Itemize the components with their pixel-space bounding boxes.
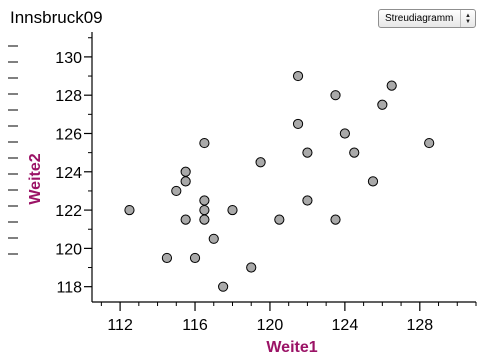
- x-tick-label: 124: [332, 317, 359, 334]
- data-point: [377, 99, 388, 110]
- data-point: [180, 176, 191, 187]
- plot-type-select-value: Streudiagramm: [385, 13, 454, 24]
- data-point: [292, 118, 304, 130]
- data-point: [199, 137, 210, 149]
- data-point: [424, 137, 435, 149]
- y-tick-label: 124: [55, 165, 82, 182]
- x-tick-label: 120: [257, 317, 284, 334]
- x-tick-label: 112: [107, 317, 133, 334]
- data-point: [199, 204, 210, 216]
- y-tick-label: 128: [55, 88, 82, 105]
- left-tick-rail: [8, 45, 18, 255]
- x-axis: 112 116 120 124 128: [92, 301, 477, 334]
- y-tick-label: 118: [56, 280, 82, 297]
- data-point: [208, 233, 219, 244]
- data-point: [227, 204, 238, 216]
- y-tick-label: 126: [55, 126, 82, 143]
- data-point: [180, 214, 191, 225]
- x-tick-label: 128: [406, 317, 433, 334]
- data-point: [180, 166, 191, 177]
- data-point: [199, 214, 210, 225]
- data-point: [274, 214, 285, 225]
- y-axis-title: Weite2: [27, 153, 44, 204]
- arrow-down-icon: ▼: [465, 18, 471, 25]
- data-point: [199, 195, 210, 206]
- y-tick-label: 122: [55, 203, 82, 220]
- window-title: Innsbruck09: [10, 8, 103, 27]
- data-point: [330, 214, 341, 225]
- data-point: [246, 262, 257, 273]
- data-point: [302, 147, 313, 158]
- data-point: [330, 90, 341, 101]
- data-point: [255, 157, 266, 168]
- plot-type-select[interactable]: Streudiagramm ▲ ▼: [378, 9, 476, 28]
- data-point: [386, 80, 397, 91]
- y-tick-label: 130: [55, 50, 82, 67]
- data-point: [171, 185, 182, 197]
- data-point: [218, 281, 229, 292]
- x-tick-label: 116: [182, 317, 208, 334]
- data-point: [302, 195, 313, 206]
- data-point: [349, 147, 360, 158]
- data-points: [124, 70, 435, 292]
- x-axis-title: Weite1: [266, 339, 317, 355]
- data-point: [161, 252, 173, 264]
- data-point: [292, 70, 304, 82]
- data-point: [339, 128, 350, 139]
- data-point: [124, 204, 135, 216]
- y-tick-label: 120: [55, 241, 82, 258]
- y-axis: 118 120 122 124 126 128 130: [55, 32, 93, 302]
- select-stepper-arrows-icon: ▲ ▼: [460, 10, 475, 27]
- arrow-up-icon: ▲: [465, 12, 471, 19]
- data-point: [367, 176, 379, 187]
- data-point: [189, 252, 201, 264]
